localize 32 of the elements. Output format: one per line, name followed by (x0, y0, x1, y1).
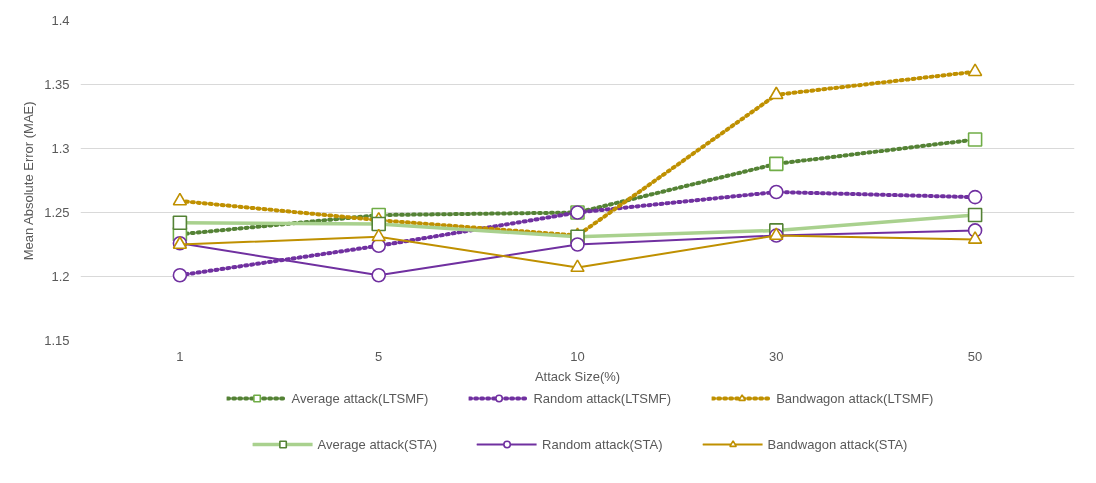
point (570, 237, 585, 252)
legend-label: Random attack(STA) (542, 436, 663, 452)
point (371, 267, 386, 283)
point (967, 189, 983, 205)
x-tick-label: 1 (176, 348, 184, 364)
y-tick-label: 1.35 (44, 77, 70, 92)
x-tick-label: 5 (375, 348, 383, 364)
point (967, 132, 983, 147)
y-tick-label: 1.3 (51, 141, 70, 156)
point (570, 259, 585, 273)
point (172, 267, 188, 283)
point (769, 184, 784, 200)
point (172, 192, 188, 206)
legend-label: Bandwagon attack(LTSMF) (776, 390, 934, 406)
x-axis-title: Attack Size(%) (534, 368, 621, 384)
y-tick-label: 1.15 (44, 333, 70, 348)
point (769, 86, 784, 100)
x-tick-label: 10 (570, 348, 585, 364)
point (967, 63, 983, 77)
legend-label: Average attack(LTSMF) (291, 390, 429, 406)
legend-label: Random attack(LTSMF) (533, 390, 672, 406)
x-tick-label: 30 (769, 348, 784, 364)
y-tick-label: 1.2 (51, 269, 70, 284)
legend-label: Bandwagon attack(STA) (767, 436, 908, 452)
legend-label: Average attack(STA) (317, 436, 438, 452)
y-tick-label: 1.4 (51, 13, 70, 28)
point (769, 156, 784, 172)
y-tick-label: 1.25 (44, 205, 70, 220)
point (967, 231, 983, 244)
x-tick-label: 50 (967, 348, 983, 364)
point (371, 228, 386, 242)
y-axis-title: Mean Absolute Error (MAE) (21, 101, 37, 261)
